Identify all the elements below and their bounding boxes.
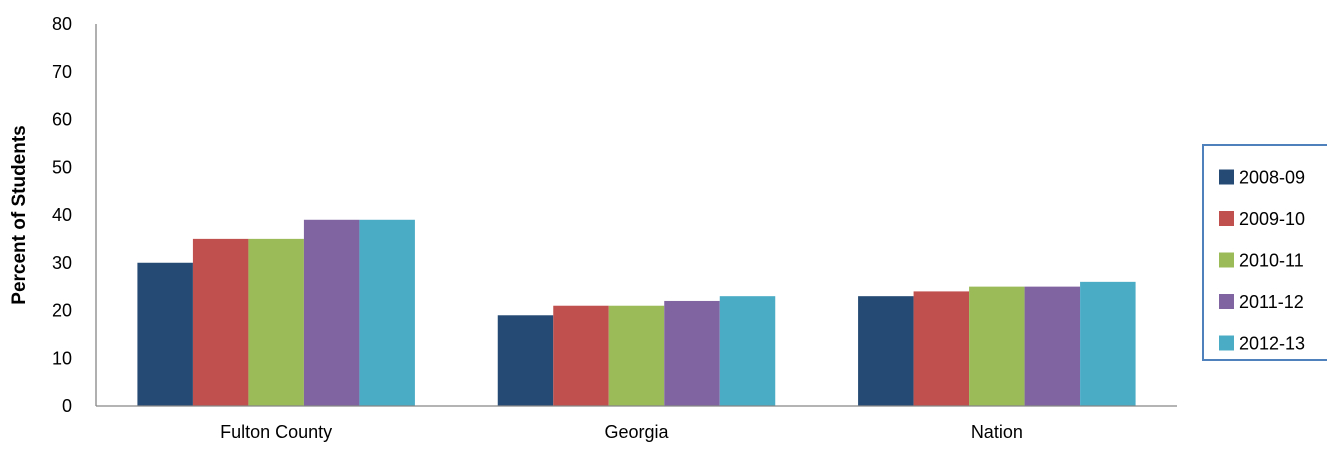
y-axis-ticks: 0 10 20 30 40 50 60 70 80 [52, 14, 72, 416]
bar-2012-13-nation [1080, 281, 1136, 406]
y-tick-label: 20 [52, 301, 72, 321]
legend-swatch [1219, 252, 1234, 268]
legend-label: 2008-09 [1239, 168, 1305, 188]
bar-2010-11-nation [969, 286, 1025, 406]
y-tick-label: 30 [52, 253, 72, 273]
y-tick-label: 50 [52, 157, 72, 177]
legend-swatch [1219, 169, 1234, 185]
legend: 2008-09 2009-10 2010-11 2011-12 2012-13 [1202, 144, 1327, 361]
legend-label: 2012-13 [1239, 334, 1305, 354]
bar-2009-10-fulton-county [192, 238, 249, 406]
legend-swatch [1219, 294, 1234, 309]
axes [95, 24, 1177, 407]
y-tick-label: 80 [52, 14, 72, 34]
bar-2008-09-georgia [497, 315, 554, 406]
bar-2011-12-fulton-county [303, 219, 360, 406]
legend-swatch [1219, 335, 1234, 351]
bar-2009-10-georgia [553, 305, 609, 406]
bar-2008-09-fulton-county [137, 262, 193, 406]
bar-2009-10-nation [913, 291, 970, 406]
y-tick-label: 0 [62, 396, 72, 416]
y-tick-label: 40 [52, 205, 72, 225]
legend-label: 2011-12 [1239, 292, 1304, 312]
bar-2010-11-fulton-county [248, 238, 304, 406]
x-tick-label: Georgia [604, 422, 669, 442]
bar-2012-13-georgia [719, 296, 776, 406]
bar-2011-12-nation [1024, 286, 1081, 406]
x-tick-label: Nation [971, 422, 1023, 442]
bar-2010-11-georgia [608, 305, 665, 406]
bar-2008-09-nation [858, 296, 914, 406]
bar-2011-12-georgia [664, 300, 720, 406]
x-tick-label: Fulton County [220, 422, 332, 442]
y-tick-label: 10 [52, 348, 72, 368]
legend-label: 2010-11 [1239, 251, 1304, 271]
y-tick-label: 60 [52, 110, 72, 130]
bar-2012-13-fulton-county [359, 219, 415, 406]
legend-label: 2009-10 [1239, 209, 1305, 229]
bars [137, 219, 1136, 406]
legend-swatch [1219, 211, 1234, 226]
y-axis-title: Percent of Students [9, 125, 30, 304]
y-tick-label: 70 [52, 62, 72, 82]
x-axis-labels: Fulton County Georgia Nation [220, 422, 1023, 442]
